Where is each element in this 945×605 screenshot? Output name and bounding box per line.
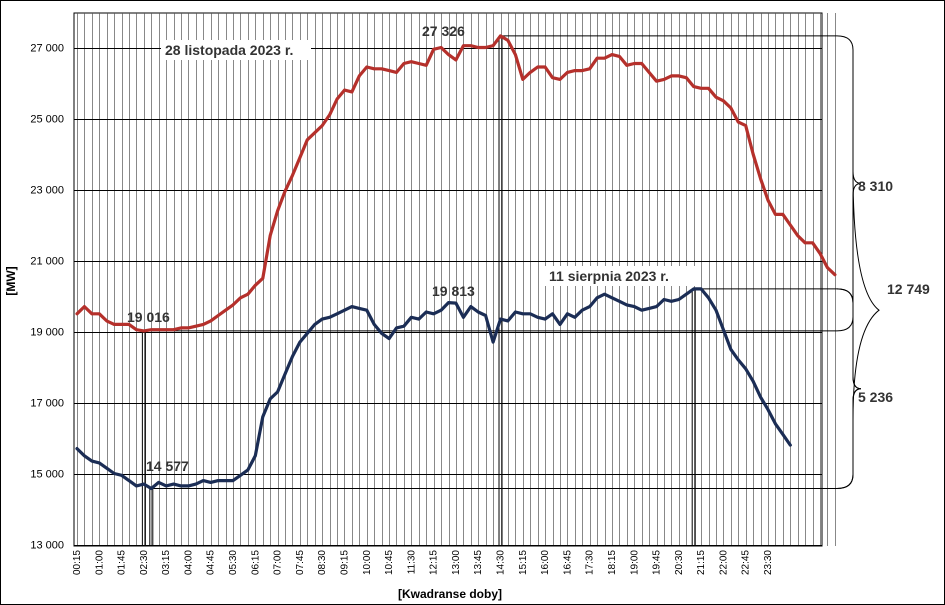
x-tick-label: 23:30	[763, 550, 774, 575]
x-tick-label: 14:30	[496, 550, 507, 575]
x-tick-label: 13:45	[473, 550, 484, 575]
aug-series-label: 11 sierpnia 2023 r.	[549, 268, 669, 284]
aug-series-line	[75, 287, 792, 491]
total-range-label: 12 749	[887, 281, 930, 297]
aug-max-label: 19 813	[432, 283, 475, 299]
nov-range-label: 8 310	[858, 178, 893, 194]
grid-lines	[73, 12, 836, 547]
aug-range-brace	[836, 288, 862, 490]
x-tick-label: 16:45	[562, 550, 573, 575]
series-lines	[75, 34, 837, 491]
y-tick-label: 25 000	[30, 114, 64, 126]
x-tick-label: 05:30	[228, 550, 239, 575]
x-tick-label: 22:00	[718, 550, 729, 575]
aug-min-label: 14 577	[146, 458, 189, 474]
y-tick-labels: 13 000 15 000 17 000 19 000 21 000 23 000 25 0…	[30, 43, 64, 552]
x-tick-label: 10:00	[362, 550, 373, 575]
x-tick-label: 08:30	[317, 550, 328, 575]
x-tick-labels: 00:15 01:00 01:45 02:30 03:15 04:00 04:45 05:30…	[72, 550, 774, 575]
nov-min-label: 19 016	[127, 309, 170, 325]
x-tick-label: 19:45	[652, 550, 663, 575]
x-tick-label: 07:00	[273, 550, 284, 575]
plot-area	[73, 12, 823, 547]
x-tick-label: 19:00	[629, 550, 640, 575]
nov-series-line	[75, 34, 837, 333]
y-tick-label: 17 000	[30, 398, 64, 410]
reference-lines	[141, 35, 837, 546]
x-tick-label: 13:00	[451, 550, 462, 575]
x-tick-label: 11:30	[406, 550, 417, 575]
x-axis-label: [Kwadranse doby]	[398, 587, 502, 601]
nov-series-label: 28 listopada 2023 r.	[165, 42, 293, 58]
y-tick-label: 27 000	[30, 43, 64, 55]
range-braces	[836, 35, 880, 490]
x-tick-label: 22:45	[741, 550, 752, 575]
x-tick-label: 04:45	[206, 550, 217, 575]
nov-range-brace	[836, 35, 862, 332]
x-tick-label: 20:30	[674, 550, 685, 575]
x-tick-label: 12:15	[429, 550, 440, 575]
y-tick-label: 19 000	[30, 327, 64, 339]
y-tick-label: 21 000	[30, 256, 64, 268]
x-tick-label: 06:15	[250, 550, 261, 575]
x-tick-label: 16:00	[540, 550, 551, 575]
nov-label-box	[161, 40, 311, 60]
x-tick-label: 10:45	[384, 550, 395, 575]
x-tick-label: 00:15	[72, 550, 83, 575]
y-tick-label: 23 000	[30, 185, 64, 197]
total-range-brace	[852, 171, 880, 421]
x-tick-label: 07:45	[295, 550, 306, 575]
x-tick-label: 18:15	[607, 550, 618, 575]
x-tick-label: 01:00	[94, 550, 105, 575]
y-axis-label: [MW]	[4, 266, 18, 295]
x-tick-label: 01:45	[117, 550, 128, 575]
y-tick-label: 13 000	[30, 540, 64, 552]
aug-label-box	[545, 266, 695, 286]
x-tick-label: 21:15	[696, 550, 707, 575]
x-tick-label: 02:30	[139, 550, 150, 575]
aug-range-label: 5 236	[858, 389, 893, 405]
y-tick-label: 15 000	[30, 469, 64, 481]
x-tick-label: 09:15	[339, 550, 350, 575]
x-tick-label: 03:15	[161, 550, 172, 575]
x-tick-label: 17:30	[585, 550, 596, 575]
x-tick-label: 15:15	[518, 550, 529, 575]
x-tick-label: 04:00	[183, 550, 194, 575]
nov-max-label: 27 326	[422, 23, 465, 39]
